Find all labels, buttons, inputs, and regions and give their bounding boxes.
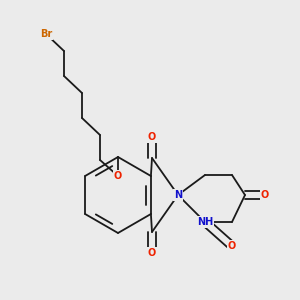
Text: O: O <box>148 132 156 142</box>
Text: N: N <box>174 190 182 200</box>
Text: O: O <box>148 248 156 258</box>
Text: O: O <box>114 171 122 181</box>
Text: O: O <box>228 241 236 251</box>
Text: NH: NH <box>197 217 213 227</box>
Text: Br: Br <box>40 29 52 39</box>
Text: O: O <box>261 190 269 200</box>
